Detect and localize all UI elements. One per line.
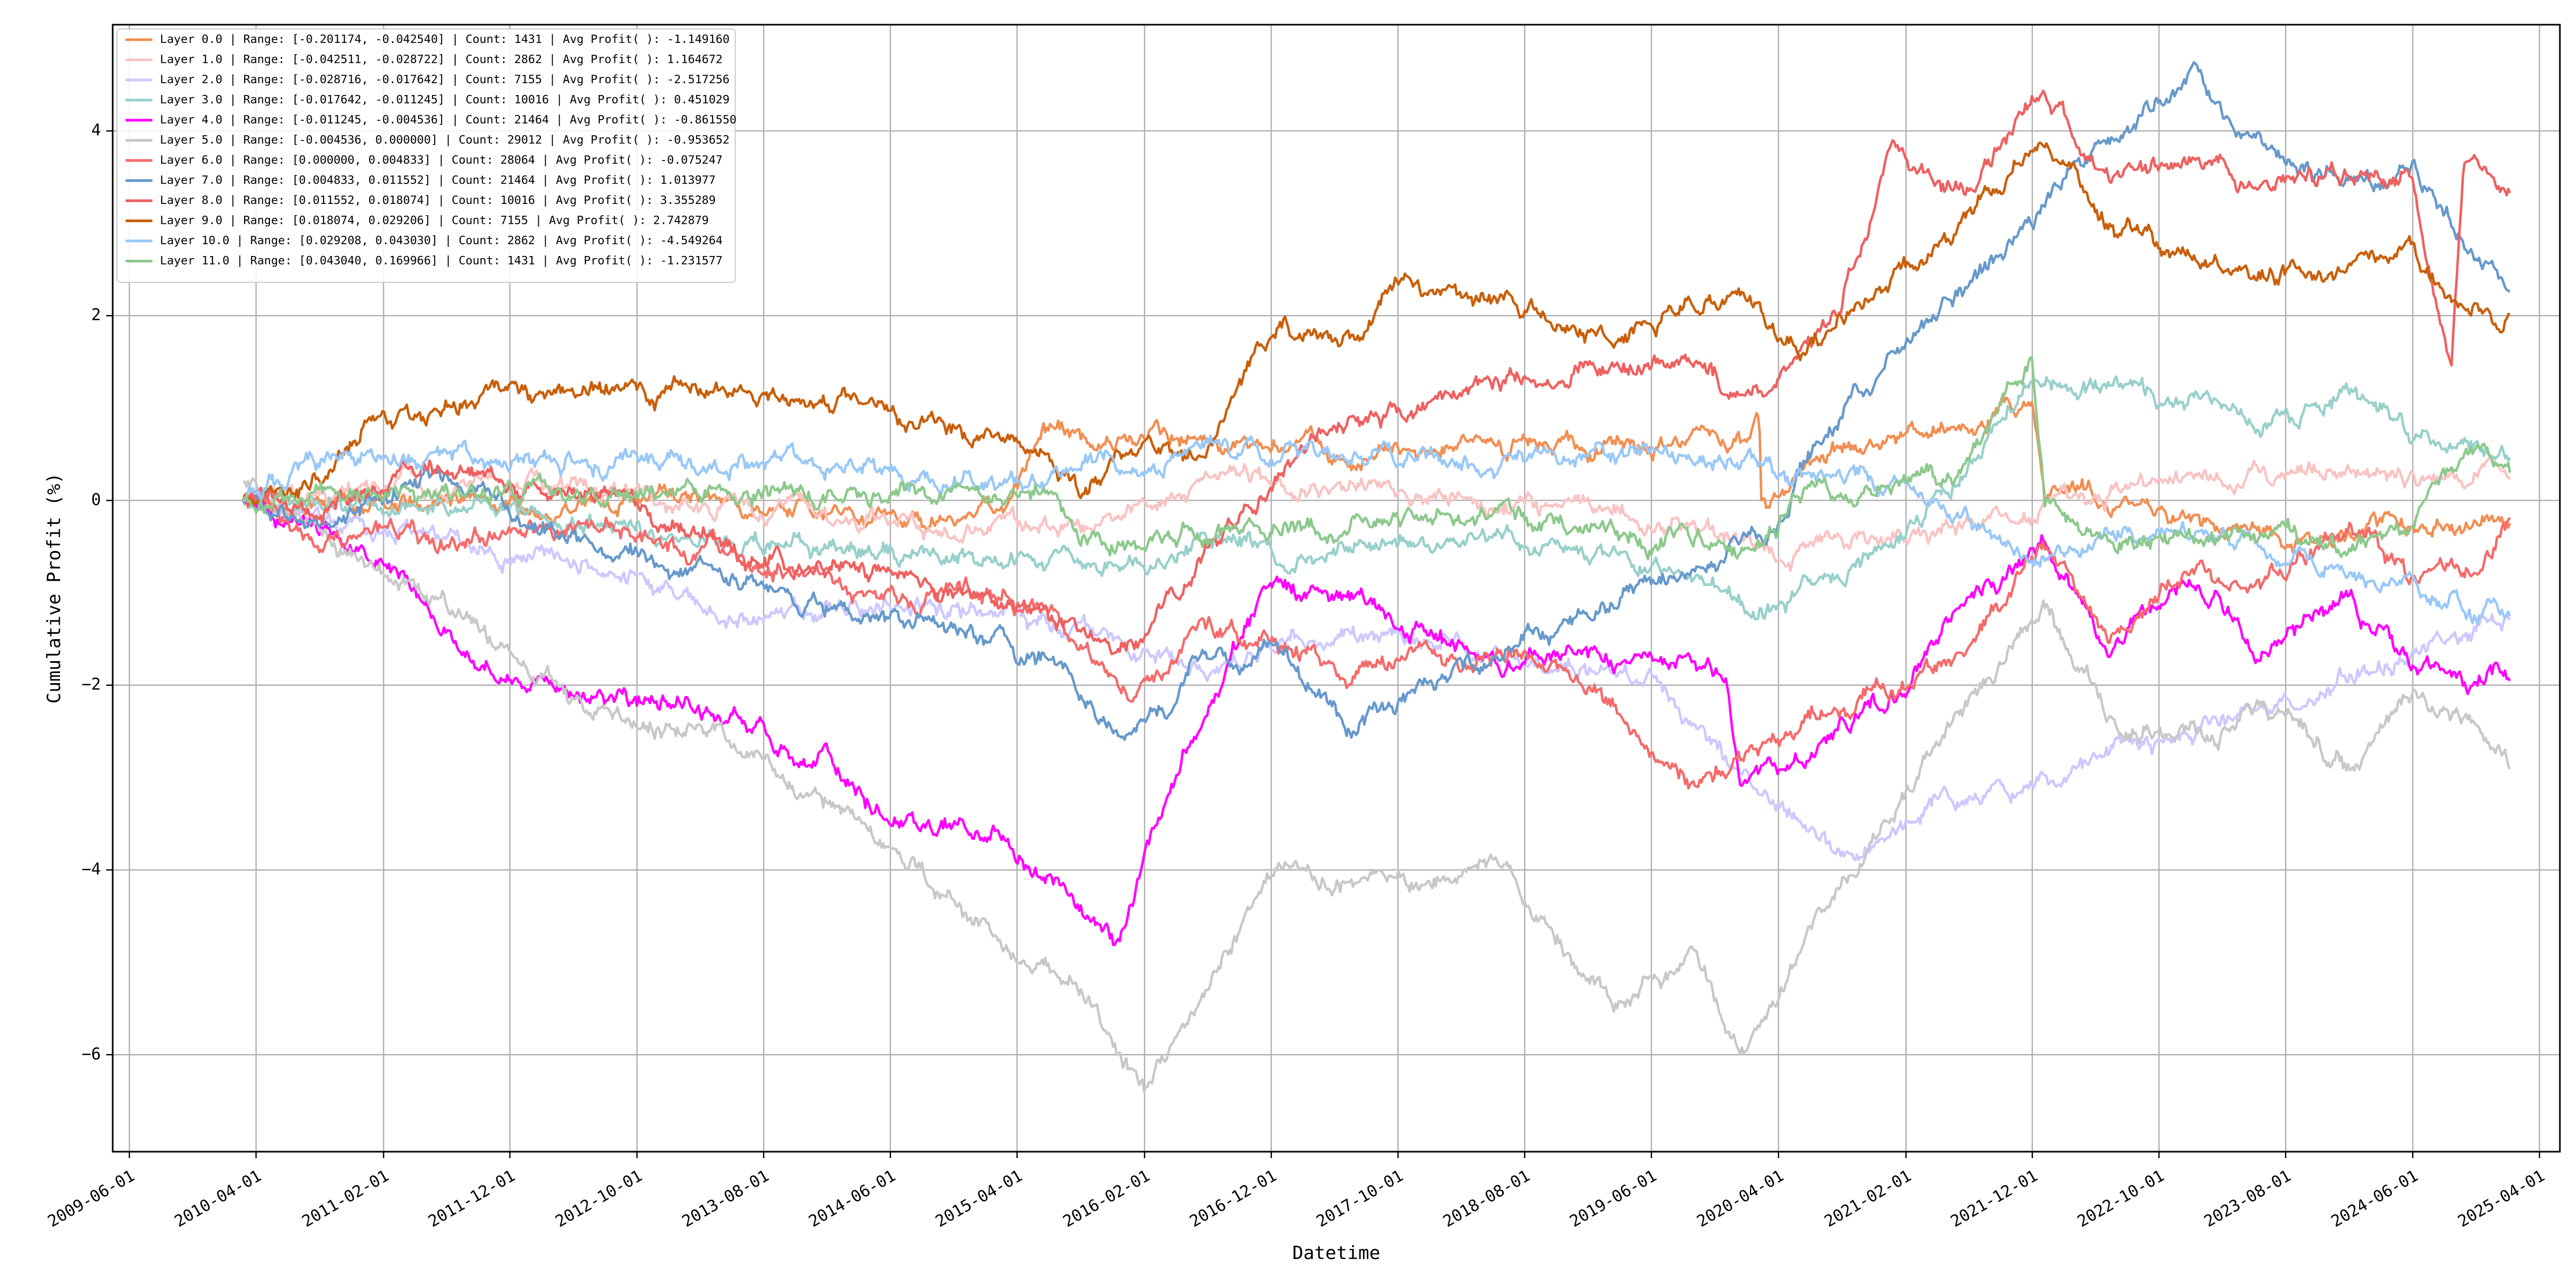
- y-tick-label: −6: [82, 1045, 101, 1064]
- x-axis-title: Datetime: [1292, 1242, 1380, 1264]
- y-tick-label: 2: [91, 306, 101, 325]
- series-line-layer-7: [242, 61, 2511, 741]
- legend-label: Layer 4.0 | Range: [-0.011245, -0.004536…: [160, 113, 736, 127]
- legend-label: Layer 5.0 | Range: [-0.004536, 0.000000]…: [160, 134, 729, 147]
- series-line-layer-10: [243, 434, 2511, 626]
- legend-box: [116, 28, 736, 283]
- series-line-layer-1: [242, 455, 2511, 572]
- series-lines: [241, 61, 2512, 1093]
- legend-label: Layer 8.0 | Range: [0.011552, 0.018074] …: [160, 194, 716, 207]
- legend-label: Layer 9.0 | Range: [0.018074, 0.029206] …: [160, 214, 709, 228]
- series-line-layer-4: [242, 496, 2511, 946]
- legend: Layer 0.0 | Range: [-0.201174, -0.042540…: [116, 28, 736, 283]
- y-axis-ticks: −6 −4 −2 0 2 4: [82, 121, 113, 1064]
- series-line-layer-8: [242, 89, 2511, 655]
- series-line-layer-11: [242, 356, 2512, 561]
- y-tick-label: 4: [91, 121, 101, 140]
- series-line-layer-5: [243, 477, 2511, 1093]
- legend-label: Layer 3.0 | Range: [-0.017642, -0.011245…: [160, 93, 729, 107]
- legend-label: Layer 6.0 | Range: [0.000000, 0.004833] …: [160, 153, 722, 167]
- legend-label: Layer 1.0 | Range: [-0.042511, -0.028722…: [160, 53, 722, 67]
- plot-frame: [112, 24, 2561, 1153]
- y-tick-label: −4: [82, 860, 101, 879]
- series-line-layer-6: [241, 490, 2511, 790]
- y-tick-label: −2: [82, 675, 101, 694]
- legend-label: Layer 7.0 | Range: [0.004833, 0.011552] …: [160, 174, 716, 187]
- series-line-layer-2: [241, 491, 2511, 861]
- series-line-layer-3: [243, 375, 2511, 620]
- legend-label: Layer 2.0 | Range: [-0.028716, -0.017642…: [160, 73, 729, 86]
- legend-label: Layer 11.0 | Range: [0.043040, 0.169966]…: [160, 254, 722, 268]
- y-axis-title: Cumulative Profit (%): [43, 473, 65, 704]
- series-line-layer-0: [243, 393, 2511, 554]
- y-tick-label: 0: [91, 491, 101, 509]
- series-line-layer-9: [241, 141, 2511, 506]
- legend-label: Layer 10.0 | Range: [0.029208, 0.043030]…: [160, 234, 722, 247]
- legend-label: Layer 0.0 | Range: [-0.201174, -0.042540…: [160, 33, 729, 46]
